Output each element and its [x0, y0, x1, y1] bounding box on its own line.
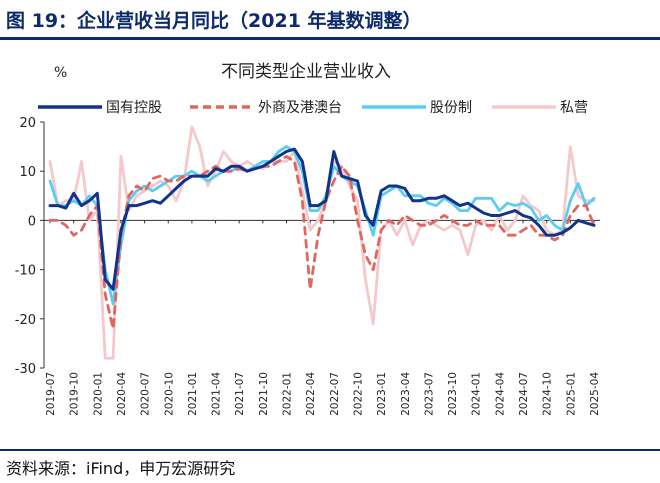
x-tick-label: 2020-07: [140, 372, 152, 416]
x-tick-label: 2024-07: [518, 372, 530, 416]
x-tick-label: 2023-07: [423, 372, 435, 416]
y-tick-label: -20: [15, 313, 36, 328]
x-tick-label: 2023-01: [376, 372, 388, 416]
y-axis-unit: %: [54, 65, 67, 81]
chart-legend: 国有控股 外商及港澳台 股份制 私营: [38, 100, 588, 116]
y-tick-label: -30: [15, 362, 36, 377]
x-tick-label: 2021-07: [234, 372, 246, 416]
x-tick-label: 2020-10: [163, 372, 175, 416]
x-tick-label: 2021-10: [258, 372, 270, 416]
legend-label-2: 外商及港澳台: [258, 100, 342, 116]
x-tick-label: 2020-04: [116, 372, 128, 416]
header-divider: [0, 37, 660, 40]
chart-axes: [40, 121, 600, 369]
x-tick-label: 2025-04: [589, 372, 601, 416]
footer-divider: [0, 449, 660, 451]
series-line-2: [48, 154, 596, 331]
y-tick-label: -10: [15, 264, 36, 279]
x-tick-label: 2024-01: [471, 372, 483, 416]
x-tick-label: 2025-01: [565, 372, 577, 416]
x-tick-label: 2024-10: [542, 372, 554, 416]
x-tick-label: 2021-01: [187, 372, 199, 416]
x-tick-label: 2022-07: [329, 372, 341, 416]
source-note: 资料来源：iFind，申万宏源研究: [6, 459, 236, 478]
x-tick-label: 2022-01: [282, 372, 294, 416]
figure-header: 图 19：企业营收当月同比（2021 年基数调整）: [0, 0, 660, 42]
x-tick-label: 2019-10: [69, 372, 81, 416]
series-line-1: [48, 147, 596, 291]
y-tick-label: 10: [19, 165, 36, 180]
x-tick-label: 2022-04: [305, 372, 317, 416]
x-tick-label: 2021-04: [211, 372, 223, 416]
figure-title: 图 19：企业营收当月同比（2021 年基数调整）: [6, 10, 422, 32]
legend-label-1: 国有控股: [106, 100, 162, 116]
y-tick-label: 20: [19, 116, 36, 131]
x-tick-label: 2020-01: [92, 372, 104, 416]
x-tick-label: 2023-04: [400, 372, 412, 416]
chart-series: [48, 125, 596, 360]
y-tick-label: 0: [28, 214, 36, 229]
x-tick-label: 2019-07: [45, 372, 57, 416]
x-tick-label: 2023-10: [447, 372, 459, 416]
legend-label-3: 股份制: [430, 100, 472, 116]
x-tick-label: 2024-04: [494, 372, 506, 416]
legend-label-4: 私营: [560, 100, 588, 116]
series-line-4: [48, 125, 596, 360]
chart-tick-labels: 20 10 0 -10 -20 -30 2019-07 2019-10 2020-01 2020-…: [15, 116, 601, 416]
x-tick-label: 2022-10: [352, 372, 364, 416]
chart-title: 不同类型企业营业收入: [221, 62, 391, 82]
